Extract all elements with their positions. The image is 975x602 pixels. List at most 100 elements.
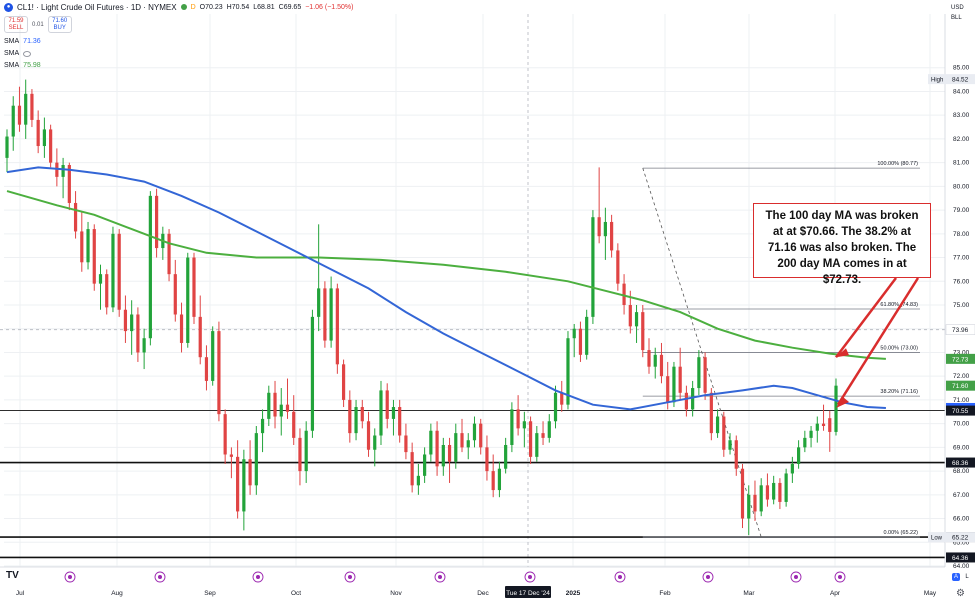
candle-body	[441, 444, 445, 467]
candle-body	[497, 468, 502, 491]
symbol-title[interactable]: CL1! · Light Crude Oil Futures · 1D · NY…	[17, 2, 177, 12]
candle-body	[229, 454, 233, 457]
y-tick-label: 76.00	[953, 278, 970, 285]
candle-body	[821, 423, 826, 427]
currency-unit[interactable]: USD BLL	[951, 3, 964, 23]
candle-body	[173, 274, 177, 315]
candle-body	[597, 217, 601, 237]
arrow-to-ma200	[835, 277, 897, 358]
eye-off-icon[interactable]	[23, 50, 32, 57]
price-tag-value: 70.55	[952, 408, 969, 415]
y-tick-label: 66.00	[953, 516, 970, 523]
indicator-sma-3[interactable]: SMA 75.98	[4, 62, 41, 69]
candle-body	[111, 233, 115, 308]
candle-body	[504, 444, 508, 469]
x-tick-label: 2025	[566, 590, 581, 597]
event-marker-dot	[256, 575, 260, 579]
fib-trend-line	[642, 167, 762, 538]
indicator-name: SMA	[4, 38, 20, 45]
x-tick-label: Feb	[659, 590, 671, 597]
candle-body	[317, 288, 321, 317]
x-tick-label: Nov	[390, 590, 402, 597]
annotation-callout: The 100 day MA was broken at at $70.66. …	[753, 203, 931, 286]
candle-body	[778, 482, 782, 502]
candle-body	[341, 364, 346, 400]
candle-body	[547, 421, 551, 438]
x-tick-label: Jul	[16, 590, 25, 597]
buy-button[interactable]: 71.60 BUY	[47, 16, 72, 33]
y-tick-label: 85.00	[953, 65, 970, 72]
gear-icon[interactable]: ⚙	[956, 588, 965, 599]
x-tick-label: May	[924, 590, 937, 597]
currency-top: USD	[951, 5, 964, 11]
auto-scale-button[interactable]: A	[952, 573, 960, 581]
price-tag-bg	[946, 353, 975, 364]
candle-body	[36, 119, 40, 147]
candle-body	[622, 283, 626, 305]
candle-body	[591, 217, 595, 317]
candle-body	[472, 423, 477, 441]
candle-body	[678, 366, 682, 393]
candle-body	[24, 93, 28, 125]
indicator-sma-1[interactable]: SMA 71.36	[4, 38, 41, 45]
candle-body	[747, 494, 751, 519]
event-marker-dot	[348, 575, 352, 579]
candle-body	[61, 165, 65, 177]
candle-body	[385, 390, 389, 419]
y-tick-label: 83.00	[953, 112, 970, 119]
y-tick-label: 77.00	[953, 255, 970, 262]
event-marker-dot	[158, 575, 162, 579]
event-marker-icon	[524, 571, 536, 583]
indicator-name: SMA	[4, 50, 20, 57]
event-marker-icon	[64, 571, 76, 583]
event-marker-icon	[434, 571, 446, 583]
sell-button[interactable]: 71.59 SELL	[4, 16, 28, 33]
candle-body	[797, 447, 801, 464]
y-tick-label: 82.00	[953, 136, 970, 143]
y-tick-label: 84.00	[953, 88, 970, 95]
candle-body	[117, 233, 121, 310]
candle-body	[491, 471, 495, 491]
sma-100-line	[6, 166, 886, 411]
candle-body	[772, 482, 776, 500]
candle-body	[42, 129, 46, 147]
event-marker-icon	[614, 571, 626, 583]
indicator-value: 75.98	[23, 62, 41, 69]
candle-body	[217, 331, 221, 415]
candle-body	[142, 338, 146, 353]
x-tick-label: Sep	[204, 590, 216, 597]
candle-body	[366, 421, 371, 450]
candle-body	[454, 433, 458, 462]
crosshair-date-bg	[505, 586, 551, 598]
ohlc-open: O70.23	[199, 3, 223, 11]
candle-body	[310, 316, 315, 431]
candle-body	[566, 338, 570, 405]
candles-group	[5, 79, 838, 536]
candle-body	[429, 430, 433, 455]
candle-body	[49, 129, 53, 163]
y-tick-label: 65.00	[953, 539, 970, 546]
candle-body	[460, 433, 464, 448]
candle-body	[672, 366, 676, 403]
log-scale-button[interactable]: L	[965, 574, 969, 580]
candle-body	[815, 423, 819, 431]
candle-body	[728, 440, 732, 450]
candle-body	[697, 357, 701, 389]
candle-body	[759, 485, 763, 512]
price-tag-label-bg	[928, 532, 946, 543]
d-label: D	[190, 3, 196, 11]
fib-level-label: 50.00% (73.00)	[880, 345, 918, 351]
fib-level-label: 38.20% (71.16)	[880, 389, 918, 395]
grid-lines	[0, 14, 945, 567]
candle-body	[242, 459, 246, 512]
candle-body	[17, 105, 22, 125]
candle-body	[641, 312, 645, 351]
candle-body	[610, 221, 614, 251]
sell-price: 71.59	[8, 18, 24, 24]
indicator-sma-2[interactable]: SMA	[4, 50, 32, 57]
price-tag-value: 84.52	[952, 77, 969, 84]
candle-body	[304, 430, 308, 472]
sell-label: SELL	[8, 25, 24, 31]
candle-body	[198, 316, 202, 358]
